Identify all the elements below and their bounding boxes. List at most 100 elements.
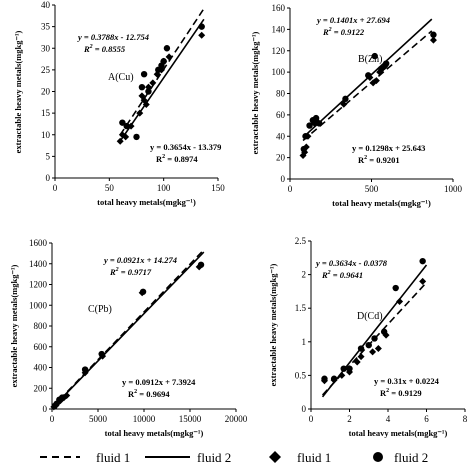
- data-point-circle: [139, 288, 147, 295]
- fit-equation: y = 0.1298x + 25.643: [352, 143, 425, 153]
- data-point-circle: [430, 31, 437, 38]
- data-point-circle: [160, 58, 167, 65]
- fit-equation: y = 0.0921x + 14.274: [103, 255, 177, 265]
- fit-r-squared: R2 = 0.9201: [358, 155, 400, 165]
- fit-equation: y = 0.1401x + 27.694: [316, 15, 390, 25]
- fit-r-squared: R2 = 0.9641: [321, 270, 363, 280]
- data-point-circle: [316, 120, 323, 127]
- data-point-circle: [365, 72, 372, 79]
- fit-r-squared: R2 = 0.9717: [109, 267, 152, 277]
- data-point-circle: [119, 119, 126, 126]
- fit-equation: y = 0.31x + 0.0224: [374, 376, 440, 386]
- data-point-circle: [58, 394, 66, 401]
- y-tick-label: 2: [302, 270, 307, 280]
- data-point-diamond: [142, 100, 150, 108]
- fit-r-squared: R2 = 0.9122: [322, 27, 365, 37]
- chart-panel-1: 0 50 100 150 0 5 10 15 20 25 30 35 40 total heavy met…: [13, 0, 225, 207]
- x-tick-label: 0: [288, 184, 293, 194]
- x-tick-label: 20000: [225, 414, 248, 424]
- y-tick-label: 60: [276, 110, 286, 120]
- fit-r-squared: R2 = 0.8974: [156, 154, 198, 164]
- data-point-circle: [340, 365, 347, 372]
- fit-equation: y = 0.0912x + 7.3924: [122, 377, 196, 387]
- y-tick-label: 40: [276, 131, 286, 141]
- y-tick-label: 0: [43, 404, 48, 414]
- data-point-diamond: [374, 345, 382, 353]
- data-point-circle: [371, 335, 378, 342]
- legend-label-fluid-1-line: fluid 1: [96, 450, 130, 465]
- y-tick-label: 5: [46, 151, 51, 161]
- data-point-circle: [365, 341, 372, 349]
- y-axis-label: extractable heavy metals(mgkg⁻¹): [250, 31, 260, 154]
- y-tick-label: 800: [34, 321, 48, 331]
- y-tick-label: 1400: [29, 259, 48, 269]
- legend-diamond-marker: [269, 451, 281, 463]
- y-axis-label: extractable heavy metals(mgkg⁻¹): [268, 263, 278, 386]
- y-tick-label: 0: [46, 173, 51, 183]
- x-axis-label: total heavy metals(mgkg⁻¹): [105, 428, 204, 438]
- x-axis-label: total heavy metals(mgkg⁻¹): [97, 197, 196, 207]
- y-tick-label: 600: [34, 342, 48, 352]
- y-tick-label: 200: [34, 383, 48, 393]
- y-tick-label: 25: [41, 65, 51, 75]
- data-point-diamond: [369, 348, 377, 356]
- data-point-diamond: [396, 297, 404, 305]
- trendline-fluid-1: [302, 30, 433, 142]
- data-point-circle: [312, 114, 320, 122]
- data-point-circle: [81, 366, 89, 373]
- x-tick-label: 4: [386, 414, 391, 424]
- y-tick-label: 0: [281, 174, 286, 184]
- data-point-circle: [321, 375, 328, 382]
- y-tick-label: 40: [41, 0, 51, 10]
- y-tick-label: 120: [272, 46, 286, 56]
- data-point-circle: [371, 52, 378, 60]
- data-point-circle: [346, 365, 353, 372]
- data-point-circle: [378, 65, 385, 73]
- y-tick-label: 20: [41, 87, 51, 97]
- data-point-circle: [380, 328, 388, 335]
- x-tick-label: 10000: [133, 414, 156, 424]
- y-tick-label: 140: [272, 24, 286, 34]
- data-point-circle: [382, 60, 390, 67]
- y-tick-label: 1600: [29, 238, 48, 248]
- x-axis-label: total heavy metals(mgkg⁻¹): [332, 198, 431, 208]
- data-point-circle: [138, 83, 146, 91]
- data-point-circle: [357, 345, 365, 352]
- y-tick-label: 400: [34, 363, 48, 373]
- y-tick-label: 35: [41, 22, 51, 32]
- y-tick-label: 100: [272, 67, 286, 77]
- trendline-fluid-2: [51, 249, 205, 409]
- data-point-diamond: [122, 133, 130, 141]
- y-tick-label: 80: [276, 89, 286, 99]
- x-tick-label: 15000: [179, 414, 202, 424]
- legend-label-fluid-2-line: fluid 2: [197, 450, 231, 465]
- panel-label: C(Pb): [88, 304, 112, 315]
- data-point-circle: [392, 284, 399, 292]
- data-point-circle: [306, 122, 313, 129]
- y-axis-label: extractable heavy metals(mgkg⁻¹): [9, 264, 19, 387]
- x-tick-label: 2: [347, 414, 352, 424]
- data-point-circle: [123, 122, 130, 130]
- data-point-circle: [98, 350, 105, 358]
- x-tick-label: 100: [157, 183, 171, 193]
- data-point-diamond: [149, 79, 157, 87]
- data-point-circle: [163, 45, 171, 52]
- x-tick-label: 150: [211, 183, 225, 193]
- data-point-diamond: [340, 100, 348, 108]
- x-axis-label: total heavy metals(mgkg⁻¹): [349, 428, 448, 438]
- data-point-circle: [145, 88, 152, 95]
- data-point-circle: [330, 375, 338, 382]
- fit-r-squared: R2 = 0.9694: [128, 389, 170, 399]
- y-tick-label: 1200: [29, 280, 48, 290]
- data-point-diamond: [116, 137, 124, 145]
- y-tick-label: 20: [276, 153, 286, 163]
- legend-label-fluid-2-marker: fluid 2: [394, 450, 428, 465]
- y-tick-label: 1.5: [295, 303, 307, 313]
- legend: fluid 1 fluid 2 fluid 1 fluid 2: [40, 450, 428, 465]
- y-tick-label: 1: [302, 337, 307, 347]
- data-point-diamond: [372, 77, 380, 85]
- chart-panel-2: 0 500 1000 0 20 40 60 80 100 120 140 160 total heavy…: [250, 3, 463, 208]
- fit-equation: y = 0.3634x - 0.0378: [315, 258, 388, 268]
- data-point-circle: [300, 145, 308, 153]
